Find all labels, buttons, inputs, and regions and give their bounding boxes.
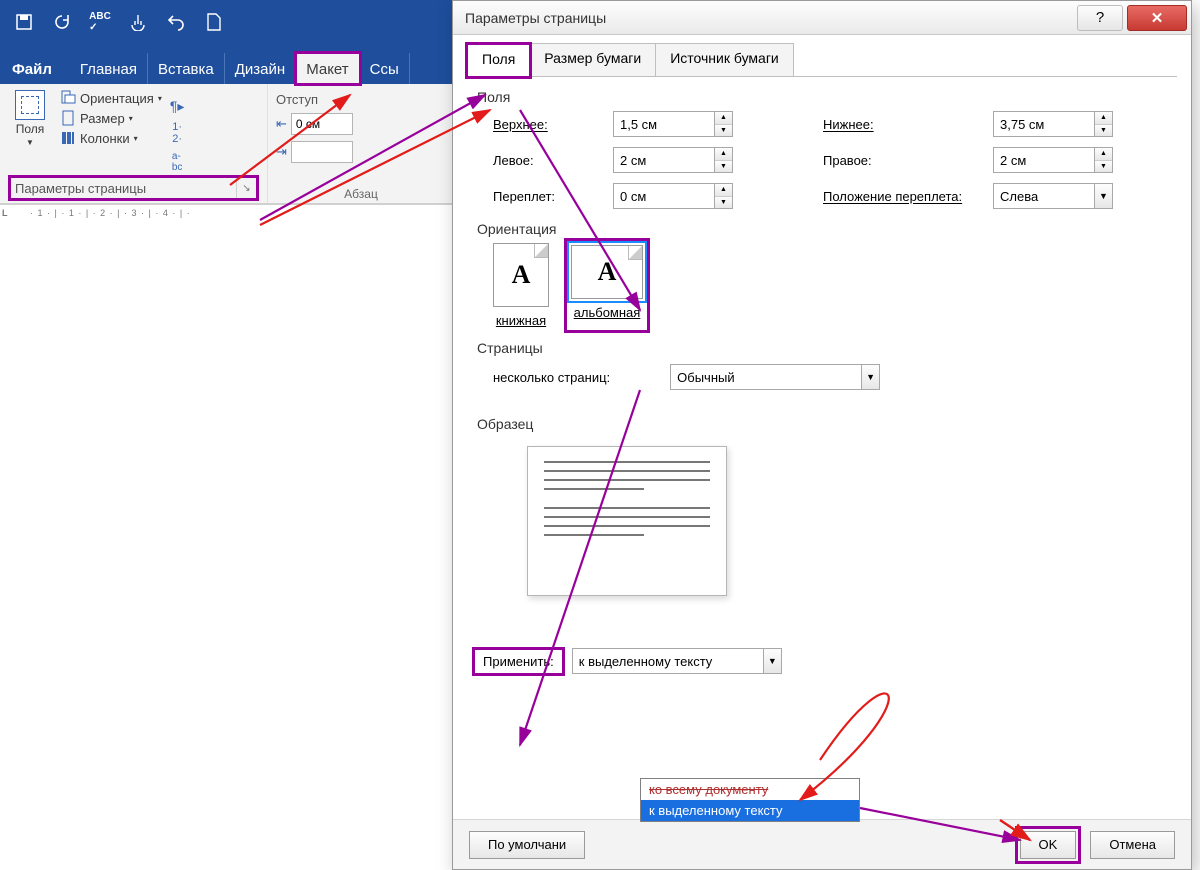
page-setup-launcher-icon[interactable]: ↘ (236, 178, 256, 198)
right-margin-input[interactable]: 2 см▲▼ (993, 147, 1113, 173)
gutter-input[interactable]: 0 см▲▼ (613, 183, 733, 209)
touch-mode-icon[interactable] (128, 12, 148, 32)
quick-access-toolbar: ABC✓ (0, 0, 455, 44)
tab-fields[interactable]: Поля (467, 44, 530, 77)
close-button[interactable]: ✕ (1127, 5, 1187, 31)
tab-home[interactable]: Главная (70, 53, 148, 84)
ribbon-tabs: Файл Главная Вставка Дизайн Макет Ссы (0, 44, 455, 84)
bottom-margin-label: Нижнее: (823, 117, 993, 132)
apply-to-label: Применить: (475, 650, 562, 673)
letter-a-icon: A (512, 260, 531, 290)
indent-left-row[interactable]: ⇤ 0 см (276, 113, 353, 135)
indent-left-icon: ⇤ (276, 116, 287, 132)
ruler-tab-icon: L (2, 208, 8, 218)
gutter-pos-combo[interactable]: Слева▼ (993, 183, 1113, 209)
dialog-title: Параметры страницы (465, 10, 1077, 26)
dropdown-option-selected[interactable]: к выделенному тексту (641, 800, 859, 821)
chevron-down-icon: ▼ (1094, 184, 1112, 208)
top-margin-input[interactable]: 1,5 см▲▼ (613, 111, 733, 137)
tab-paper-size[interactable]: Размер бумаги (529, 43, 656, 76)
save-icon[interactable] (14, 12, 34, 32)
right-margin-label: Правое: (823, 153, 993, 168)
indent-right-row[interactable]: ⇥ (276, 141, 353, 163)
orientation-portrait-button[interactable]: A книжная (493, 243, 549, 328)
section-orientation-label: Ориентация (477, 221, 1177, 237)
apply-to-dropdown[interactable]: ко всему документу к выделенному тексту (640, 778, 860, 822)
tab-design[interactable]: Дизайн (225, 53, 296, 84)
apply-to-combo[interactable]: к выделенному тексту▼ (572, 648, 782, 674)
chevron-down-icon: ▼ (763, 649, 781, 673)
multi-pages-label: несколько страниц: (493, 370, 610, 385)
page-setup-group-label: Параметры страницы ↘ (8, 175, 259, 201)
orientation-button[interactable]: Ориентация▾ (60, 90, 162, 106)
defaults-button[interactable]: По умолчани (469, 831, 585, 859)
tab-insert[interactable]: Вставка (148, 53, 225, 84)
ruler-ticks: · 1 · | · 1 · | · 2 · | · 3 · | · 4 · | … (30, 208, 191, 218)
top-margin-label: Верхнее: (493, 117, 613, 132)
columns-button[interactable]: Колонки▾ (60, 130, 162, 146)
margins-label: Поля (16, 122, 45, 136)
refresh-icon[interactable] (52, 12, 72, 32)
indent-right-icon: ⇥ (276, 144, 287, 160)
page-setup-dialog: Параметры страницы ? ✕ Поля Размер бумаг… (452, 0, 1192, 870)
left-margin-label: Левое: (493, 153, 613, 168)
dropdown-option[interactable]: ко всему документу (641, 779, 859, 800)
size-button[interactable]: Размер▾ (60, 110, 162, 126)
paragraph-group-label: Абзац (276, 185, 446, 201)
margins-button[interactable]: Поля ▼ (8, 90, 52, 177)
section-pages-label: Страницы (477, 340, 1177, 356)
dialog-footer: По умолчани OK Отмена (453, 819, 1191, 869)
letter-a-icon: A (598, 257, 617, 287)
chevron-down-icon: ▼ (26, 138, 34, 147)
spinner-icon[interactable]: ▲▼ (1094, 148, 1112, 172)
spinner-icon[interactable]: ▲▼ (714, 148, 732, 172)
bottom-margin-input[interactable]: 3,75 см▲▼ (993, 111, 1113, 137)
ribbon: Поля ▼ Ориентация▾ Размер▾ Колонки▾ ¶▸ 1… (0, 84, 455, 204)
new-doc-icon[interactable] (204, 12, 224, 32)
line-numbers-icon[interactable]: 1·2· (172, 121, 182, 145)
gutter-pos-label: Положение переплета: (823, 189, 993, 204)
help-button[interactable]: ? (1077, 5, 1123, 31)
horizontal-ruler[interactable]: L · 1 · | · 1 · | · 2 · | · 3 · | · 4 · … (0, 204, 455, 226)
gutter-label: Переплет: (493, 189, 613, 204)
spinner-icon[interactable]: ▲▼ (1094, 112, 1112, 136)
multi-pages-combo[interactable]: Обычный▼ (670, 364, 880, 390)
orientation-landscape-button[interactable]: A альбомная (569, 243, 645, 328)
word-app-window: ABC✓ Файл Главная Вставка Дизайн Макет С… (0, 0, 455, 226)
tab-layout[interactable]: Макет (296, 53, 359, 84)
dialog-tabs: Поля Размер бумаги Источник бумаги (467, 43, 1177, 77)
spellcheck-icon[interactable]: ABC✓ (90, 12, 110, 32)
undo-icon[interactable] (166, 12, 186, 32)
page-preview (527, 446, 727, 596)
indent-heading: Отступ (276, 92, 353, 107)
ok-button[interactable]: OK (1020, 831, 1077, 859)
tab-paper-source[interactable]: Источник бумаги (655, 43, 794, 76)
breaks-icon[interactable]: ¶▸ (170, 98, 185, 115)
left-margin-input[interactable]: 2 см▲▼ (613, 147, 733, 173)
chevron-down-icon: ▼ (861, 365, 879, 389)
dialog-titlebar[interactable]: Параметры страницы ? ✕ (453, 1, 1191, 35)
hyphenation-icon[interactable]: a-bc (172, 151, 183, 173)
spinner-icon[interactable]: ▲▼ (714, 184, 732, 208)
cancel-button[interactable]: Отмена (1090, 831, 1175, 859)
section-fields-label: Поля (477, 89, 1177, 105)
tab-references[interactable]: Ссы (360, 53, 410, 84)
spinner-icon[interactable]: ▲▼ (714, 112, 732, 136)
section-preview-label: Образец (477, 416, 1177, 432)
tab-file[interactable]: Файл (8, 53, 70, 84)
